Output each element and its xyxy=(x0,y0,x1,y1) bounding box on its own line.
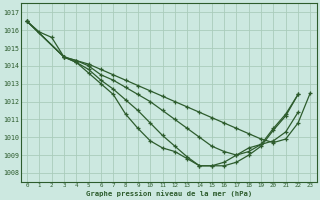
X-axis label: Graphe pression niveau de la mer (hPa): Graphe pression niveau de la mer (hPa) xyxy=(85,190,252,197)
